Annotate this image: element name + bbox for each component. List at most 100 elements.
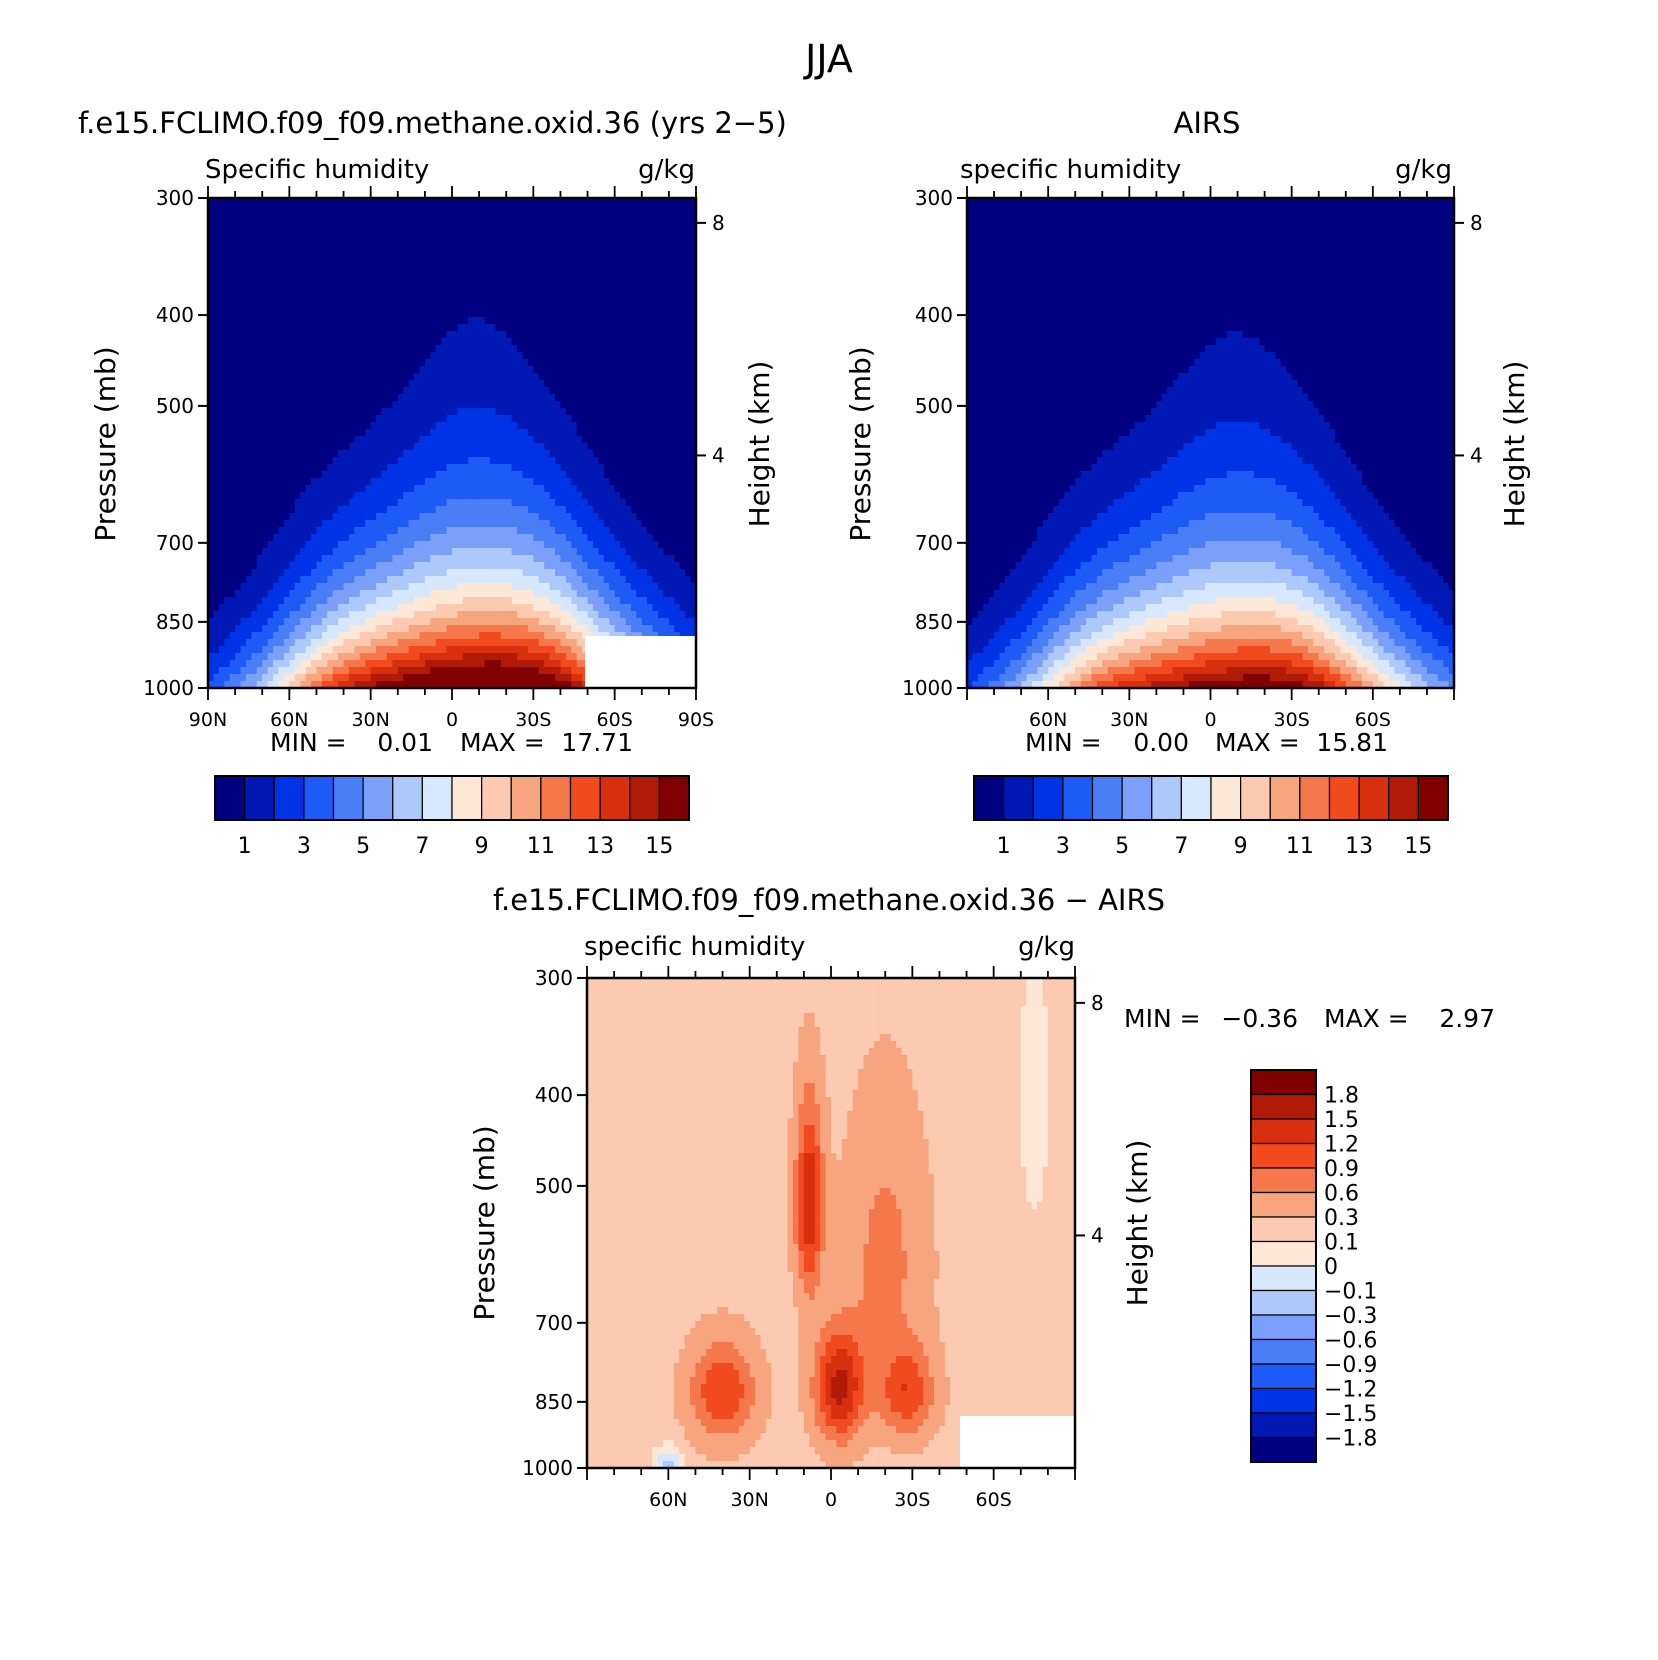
heat-cell	[392, 324, 399, 332]
heat-cell	[452, 583, 459, 591]
heat-cell	[278, 408, 285, 416]
heat-cell	[376, 485, 383, 493]
heat-cell	[517, 450, 524, 458]
heat-cell	[533, 485, 540, 493]
heat-cell	[517, 443, 524, 451]
heat-cell	[582, 527, 589, 535]
heat-cell	[462, 303, 469, 311]
heat-cell	[560, 366, 567, 374]
heat-cell	[316, 681, 323, 689]
heat-cell	[452, 429, 459, 437]
heat-cell	[229, 492, 236, 500]
heat-cell	[311, 422, 318, 430]
heat-cell	[414, 492, 421, 500]
heat-cell	[522, 534, 529, 542]
heat-cell	[305, 597, 312, 605]
heat-cell	[468, 499, 475, 507]
heat-cell	[294, 317, 301, 325]
heat-cell	[354, 625, 361, 633]
heat-cell	[294, 408, 301, 416]
heat-cell	[506, 310, 513, 318]
heat-cell	[235, 324, 242, 332]
heat-cell	[338, 317, 345, 325]
heat-cell	[555, 569, 562, 577]
heat-cell	[235, 226, 242, 234]
heat-cell	[479, 401, 486, 409]
heat-cell	[544, 303, 551, 311]
heat-cell	[522, 562, 529, 570]
heat-cell	[441, 443, 448, 451]
heat-cell	[468, 212, 475, 220]
heat-cell	[359, 471, 366, 479]
heat-cell	[300, 233, 307, 241]
heat-cell	[522, 513, 529, 521]
heat-cell	[332, 415, 339, 423]
heat-cell	[359, 646, 366, 654]
heat-cell	[414, 611, 421, 619]
heat-cell	[376, 261, 383, 269]
heat-cell	[273, 275, 280, 283]
heat-cell	[311, 597, 318, 605]
heat-cell	[376, 569, 383, 577]
heat-cell	[376, 471, 383, 479]
heat-cell	[435, 268, 442, 276]
heat-cell	[560, 205, 567, 213]
heat-cell	[533, 632, 540, 640]
heat-cell	[403, 198, 410, 206]
heat-cell	[468, 457, 475, 465]
heat-cell	[522, 527, 529, 535]
heat-cell	[408, 478, 415, 486]
heat-cell	[300, 555, 307, 563]
heat-cell	[235, 485, 242, 493]
heat-cell	[316, 604, 323, 612]
heat-cell	[576, 359, 583, 367]
heat-cell	[235, 534, 242, 542]
heat-cell	[538, 478, 545, 486]
heat-cell	[278, 289, 285, 297]
heat-cell	[332, 492, 339, 500]
heat-cell	[376, 373, 383, 381]
heat-cell	[283, 492, 290, 500]
heat-cell	[218, 450, 225, 458]
heat-cell	[452, 506, 459, 514]
heat-cell	[327, 604, 334, 612]
heat-cell	[354, 527, 361, 535]
heat-cell	[414, 618, 421, 626]
heat-cell	[283, 611, 290, 619]
heat-cell	[500, 653, 507, 661]
heat-cell	[267, 261, 274, 269]
heat-cell	[511, 282, 518, 290]
heat-cell	[489, 548, 496, 556]
heat-cell	[208, 338, 215, 346]
heat-cell	[549, 667, 556, 675]
heat-cell	[430, 373, 437, 381]
heat-cell	[424, 450, 431, 458]
heat-cell	[538, 562, 545, 570]
heat-cell	[213, 317, 220, 325]
heat-cell	[213, 583, 220, 591]
heat-cell	[273, 198, 280, 206]
heat-cell	[289, 590, 296, 598]
heat-cell	[267, 205, 274, 213]
heat-cell	[538, 471, 545, 479]
heat-cell	[338, 338, 345, 346]
heat-cell	[381, 667, 388, 675]
heat-cell	[321, 226, 328, 234]
heat-cell	[414, 275, 421, 283]
heat-cell	[500, 450, 507, 458]
heat-cell	[527, 464, 534, 472]
heat-cell	[213, 240, 220, 248]
heat-cell	[473, 380, 480, 388]
heat-cell	[224, 590, 231, 598]
heat-cell	[549, 261, 556, 269]
heat-cell	[321, 618, 328, 626]
heat-cell	[500, 478, 507, 486]
heat-cell	[392, 632, 399, 640]
heat-cell	[576, 492, 583, 500]
heat-cell	[533, 457, 540, 465]
heat-cell	[473, 674, 480, 682]
heat-cell	[245, 562, 252, 570]
heat-cell	[555, 205, 562, 213]
heat-cell	[587, 625, 594, 633]
heat-cell	[376, 681, 383, 689]
